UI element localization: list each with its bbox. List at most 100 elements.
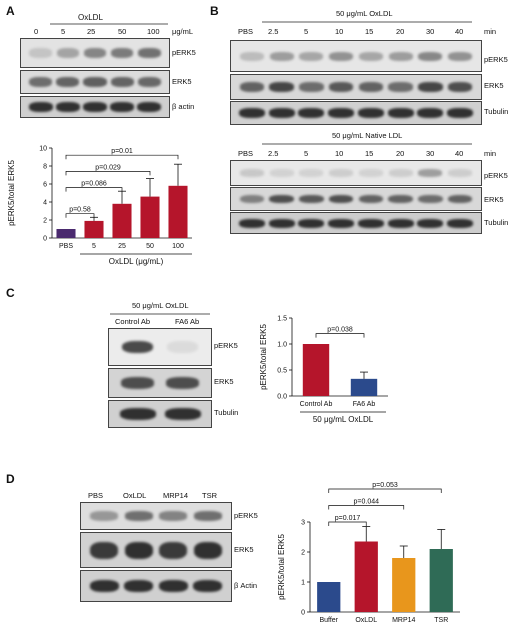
panel-b-top-label-perk5: pERK5 [484,55,508,64]
panel-c-label-tubulin: Tubulin [214,408,239,417]
blot-band [166,340,199,354]
x-tick-label: Control Ab [300,401,333,408]
panel-b-unit-bottom: min [484,149,497,158]
significance-bracket [328,488,442,493]
y-tick-label: 8 [43,164,47,171]
p-value-label: p=0.086 [81,181,107,188]
blot-band [238,218,265,228]
y-tick-label: 2 [301,550,305,557]
blot-band [388,169,413,177]
blot-band [418,169,443,177]
blot-band [90,511,119,521]
p-value-label: p=0.029 [95,164,121,171]
bar [168,185,188,238]
panel-b-bottom-blot-tubulin [230,212,482,234]
p-value-label: p=0.01 [111,148,133,155]
panel-a-lane-3: 50 [118,27,127,36]
panel-d-lane-3: TSR [202,491,217,500]
panel-b-bottom-label-erk5: ERK5 [484,195,504,204]
panel-a-unit: μg/mL [172,27,193,36]
significance-bracket [65,154,179,160]
blot-band [269,169,294,177]
blot-band [268,218,295,228]
panel-c-label-erk5: ERK5 [214,377,234,386]
blot-band [121,340,154,354]
panel-b-bottom-title: 50 μg/mL Native LDL [332,131,403,140]
blot-band [358,51,383,61]
y-tick-label: 0.5 [277,368,287,375]
blot-band [159,511,188,521]
panel-a-lane-0: 0 [34,27,39,36]
panel-b-top-lane-3: 10 [335,27,344,36]
y-tick-label: 1 [301,580,305,587]
blot-band [159,541,188,559]
blot-band [158,580,188,592]
panel-c-lane-0: Control Ab [115,317,151,326]
panel-c-title: 50 μg/mL OxLDL [132,301,189,310]
significance-bracket [328,505,405,510]
x-tick-label: Buffer [319,617,338,624]
panel-b-bottom-title-line [262,143,472,145]
blot-band [357,108,384,118]
x-tick-label: 100 [172,243,184,250]
blot-band [28,102,53,112]
blot-band [124,541,153,559]
panel-label-a: A [6,4,15,18]
blot-band [388,51,413,61]
blot-band [56,77,80,87]
blot-band [269,51,294,61]
panel-b-top-lane-4: 15 [365,27,374,36]
blot-band [328,218,355,228]
panel-b-bottom-blot-perk5 [230,160,482,186]
blot-band [239,82,265,92]
blot-band [239,51,264,61]
blot-band [239,194,265,204]
blot-band [83,48,107,58]
blot-band [447,194,473,204]
panel-b-unit-top: min [484,27,497,36]
bar [56,229,76,238]
panel-b-top-title-line [262,21,472,23]
blot-band [164,408,201,420]
blot-band [388,194,413,204]
x-tick-label: FA6 Ab [353,401,376,408]
blot-band [448,169,473,177]
significance-bracket [65,187,123,192]
x-tick-label: PBS [59,243,73,250]
x-tick-label: 25 [118,243,126,250]
y-tick-label: 0 [301,610,305,617]
blot-band [137,102,162,112]
blot-band [110,102,135,112]
panel-b-bottom-lane-6: 30 [426,149,435,158]
panel-a-blot-label-erk5: ERK5 [172,77,192,86]
y-tick-label: 3 [301,520,305,527]
blot-band [238,108,265,118]
y-tick-label: 0 [43,236,47,243]
x-tick-label: MRP14 [392,617,415,624]
blot-band [239,169,264,177]
blot-band [29,48,52,58]
blot-band [328,108,355,118]
panel-a-treatment-line [50,23,168,25]
blot-band [447,82,473,92]
blot-band [447,108,474,118]
p-value-label: p=0.053 [372,482,398,489]
x-tick-label: TSR [434,617,448,624]
panel-a-lane-4: 100 [147,27,160,36]
panel-b-bottom-lane-7: 40 [455,149,464,158]
p-value-label: p=0.038 [327,327,353,334]
bar [140,196,160,238]
panel-b-top-lane-5: 20 [396,27,405,36]
p-value-label: p=0.017 [335,515,361,522]
blot-band [165,377,200,389]
blot-band [299,82,324,92]
blot-band [120,377,155,389]
panel-b-top-title: 50 μg/mL OxLDL [336,9,393,18]
panel-a-blot-erk5 [20,70,170,94]
blot-band [268,108,295,118]
blot-band [89,580,119,592]
blot-band [124,580,154,592]
bar [317,582,341,612]
panel-a-blot-label-actin: β actin [172,102,195,111]
y-tick-label: 4 [43,200,47,207]
